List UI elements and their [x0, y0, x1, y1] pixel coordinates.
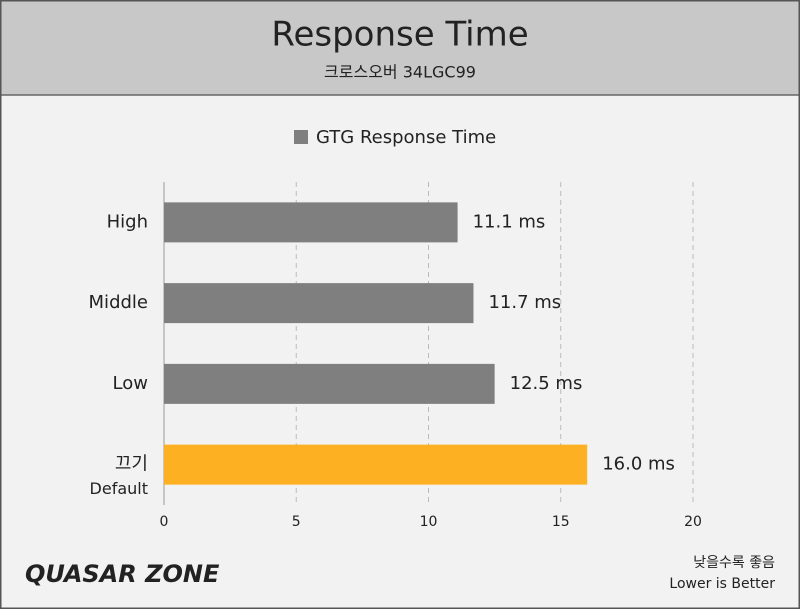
x-tick-label: 10	[420, 514, 438, 530]
x-tick-label: 20	[684, 514, 702, 530]
bar	[164, 444, 588, 485]
y-tick-label: 끄기	[115, 454, 148, 475]
value-label: 11.7 ms	[488, 292, 561, 313]
x-tick-label: 15	[552, 514, 570, 530]
bar	[164, 202, 458, 243]
legend-swatch	[294, 130, 308, 144]
value-label: 11.1 ms	[473, 211, 546, 232]
logo: QUASAR ZONE	[25, 560, 220, 588]
x-tick-label: 5	[292, 514, 301, 530]
note-en: Lower is Better	[669, 576, 775, 592]
value-label: 16.0 ms	[602, 454, 675, 475]
y-tick-note: Default	[90, 479, 148, 498]
legend-label: GTG Response Time	[316, 127, 496, 148]
bar	[164, 363, 495, 404]
header	[0, 0, 800, 95]
value-label: 12.5 ms	[510, 373, 583, 394]
note: 낮을수록 좋음	[693, 555, 775, 571]
bar	[164, 283, 474, 324]
chart-title: Response Time	[271, 15, 528, 55]
chart-subtitle: 크로스오버 34LGC99	[324, 63, 476, 82]
y-tick-label: Middle	[89, 292, 148, 313]
y-tick-label: Low	[113, 373, 148, 394]
y-tick-label: High	[107, 211, 148, 232]
x-tick-label: 0	[160, 514, 169, 530]
